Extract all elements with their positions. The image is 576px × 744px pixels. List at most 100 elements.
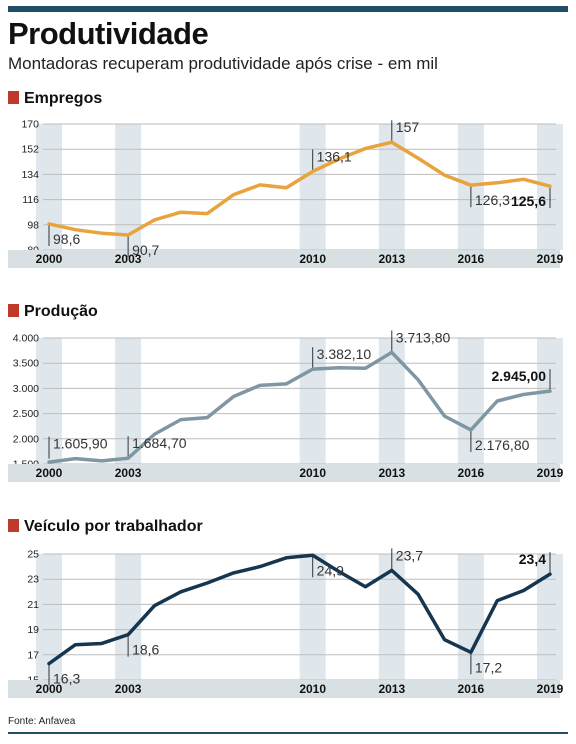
data-point <box>153 604 156 607</box>
data-label: 23,7 <box>396 547 423 563</box>
data-point <box>443 414 446 418</box>
data-point <box>364 147 367 150</box>
data-label: 157 <box>396 119 420 135</box>
data-point <box>206 581 209 585</box>
x-tick-label: 2019 <box>537 466 564 480</box>
data-point <box>74 643 77 646</box>
data-point <box>337 157 341 161</box>
data-point <box>364 367 367 370</box>
data-point <box>126 457 130 460</box>
data-label: 24,9 <box>317 562 344 578</box>
x-tick-label: 2003 <box>115 466 142 480</box>
shaded-year-column <box>537 338 563 464</box>
data-label: 16,3 <box>53 671 80 687</box>
section-title-veiculo: Veículo por trabalhador <box>8 518 203 536</box>
data-point <box>522 178 525 181</box>
y-tick-label: 4.000 <box>13 333 39 345</box>
data-point <box>47 460 51 464</box>
data-point <box>179 418 183 421</box>
data-point <box>548 572 552 576</box>
data-label: 125,6 <box>511 193 546 209</box>
data-label: 2.176,80 <box>475 437 530 453</box>
data-point <box>153 433 156 436</box>
y-tick-label: 17 <box>27 649 39 661</box>
data-point <box>311 554 314 557</box>
data-point <box>496 599 499 602</box>
y-tick-label: 2.500 <box>13 408 39 420</box>
section-title-empregos: Empregos <box>8 90 102 108</box>
data-point <box>258 384 262 387</box>
section-title-text: Produção <box>24 303 98 320</box>
data-point <box>100 642 103 645</box>
data-point <box>364 585 367 588</box>
data-point <box>206 416 209 419</box>
data-point <box>311 367 314 371</box>
y-tick-label: 116 <box>22 194 39 206</box>
page-title: Produtividade <box>8 16 209 51</box>
section-title-text: Veículo por trabalhador <box>24 518 203 535</box>
data-point <box>179 590 183 593</box>
x-tick-label: 2000 <box>36 466 63 480</box>
data-point <box>126 233 130 237</box>
data-point <box>179 211 183 214</box>
data-point <box>469 428 473 432</box>
data-label: 3.713,80 <box>396 329 451 345</box>
data-point <box>469 183 473 187</box>
shaded-year-column <box>36 554 62 680</box>
data-label: 2.945,00 <box>492 368 547 384</box>
data-label: 23,4 <box>519 551 546 567</box>
data-label: 1.684,70 <box>132 435 187 451</box>
data-point <box>285 186 288 189</box>
y-tick-label: 152 <box>21 144 39 156</box>
data-point <box>100 232 103 235</box>
data-point <box>337 366 341 369</box>
y-tick-label: 25 <box>27 549 39 561</box>
data-point <box>416 378 420 382</box>
y-tick-label: 98 <box>27 219 39 231</box>
y-tick-label: 19 <box>27 624 39 636</box>
page-subtitle: Montadoras recuperam produtividade após … <box>8 54 438 73</box>
data-point <box>232 395 235 398</box>
x-tick-label: 2019 <box>537 682 564 696</box>
data-point <box>443 638 446 641</box>
shaded-year-column <box>378 554 405 680</box>
x-tick-label: 2016 <box>458 252 485 266</box>
data-point <box>285 382 288 386</box>
y-tick-label: 134 <box>21 169 39 181</box>
x-tick-label: 2000 <box>36 252 63 266</box>
data-point <box>100 459 103 463</box>
x-tick-label: 2010 <box>299 682 326 696</box>
data-point <box>258 565 262 568</box>
data-point <box>258 183 262 187</box>
data-point <box>47 222 51 226</box>
x-tick-label: 2003 <box>115 252 142 266</box>
x-tick-label: 2000 <box>36 682 63 696</box>
chart-empregos: 8098116134152170200020032010201320162019… <box>8 119 564 268</box>
y-tick-label: 170 <box>21 119 39 131</box>
y-tick-label: 21 <box>27 599 39 611</box>
x-tick-label: 2003 <box>115 682 142 696</box>
data-point <box>443 173 446 177</box>
section-marker <box>8 304 19 317</box>
x-axis-band <box>8 464 560 482</box>
series-line <box>47 553 552 666</box>
source-note: Fonte: Anfavea <box>8 716 76 727</box>
data-label: 90,7 <box>132 242 159 258</box>
data-point <box>548 184 552 188</box>
x-tick-label: 2013 <box>378 252 405 266</box>
y-tick-label: 2.000 <box>13 433 39 445</box>
data-point <box>522 589 525 592</box>
x-tick-label: 2013 <box>378 466 405 480</box>
data-point <box>390 351 393 354</box>
x-tick-label: 2010 <box>299 466 326 480</box>
data-label: 17,2 <box>475 659 502 675</box>
y-tick-label: 23 <box>27 574 39 586</box>
section-title-producao: Produção <box>8 303 98 321</box>
data-point <box>496 399 499 403</box>
data-label: 18,6 <box>132 642 159 658</box>
x-tick-label: 2013 <box>378 682 405 696</box>
series-line <box>47 350 552 464</box>
data-point <box>74 228 77 231</box>
data-label: 3.382,10 <box>317 346 372 362</box>
data-point <box>285 556 288 559</box>
